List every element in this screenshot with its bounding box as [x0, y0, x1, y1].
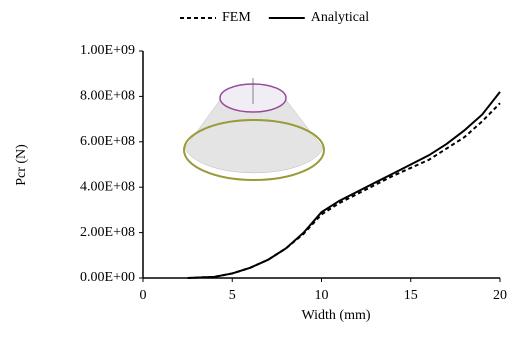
y-tick-label: 4.00E+08: [80, 179, 135, 194]
x-tick-label: 20: [493, 288, 507, 303]
y-tick-label: 6.00E+08: [80, 134, 135, 149]
legend-label: Analytical: [311, 10, 369, 25]
y-tick-label: 1.00E+09: [80, 43, 135, 58]
y-axis-label: Pcr (N): [14, 144, 29, 186]
y-tick-label: 2.00E+08: [80, 225, 135, 240]
x-axis-label: Width (mm): [301, 308, 370, 323]
x-tick-label: 15: [404, 288, 418, 303]
y-tick-label: 0.00E+00: [80, 270, 135, 285]
cone-inset: [184, 78, 324, 180]
x-tick-label: 10: [315, 288, 329, 303]
x-tick-label: 0: [140, 288, 147, 303]
legend-label: FEM: [222, 10, 251, 25]
chart: Width (mm) Pcr (N) 0.00E+00 2.00E+08 4.00E…: [0, 0, 515, 354]
x-tick-label: 5: [229, 288, 236, 303]
y-tick-label: 8.00E+08: [80, 89, 135, 104]
